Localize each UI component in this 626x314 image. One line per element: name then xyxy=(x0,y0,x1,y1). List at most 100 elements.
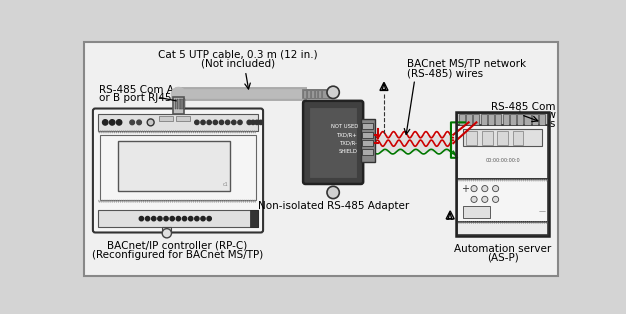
Bar xyxy=(362,149,373,155)
Text: port screw: port screw xyxy=(501,111,556,121)
Bar xyxy=(100,135,256,200)
Bar xyxy=(362,123,373,129)
Circle shape xyxy=(482,186,488,192)
Bar xyxy=(310,108,356,177)
Bar xyxy=(118,141,230,191)
Bar xyxy=(250,210,258,227)
Bar xyxy=(482,131,493,145)
Circle shape xyxy=(471,186,477,192)
Circle shape xyxy=(251,120,255,125)
Circle shape xyxy=(195,120,199,125)
Bar xyxy=(361,118,375,162)
Bar xyxy=(457,126,548,179)
Circle shape xyxy=(137,120,141,125)
Circle shape xyxy=(195,216,199,221)
Circle shape xyxy=(188,216,193,221)
Circle shape xyxy=(110,120,115,125)
Circle shape xyxy=(482,196,488,203)
Bar xyxy=(362,132,373,138)
Polygon shape xyxy=(446,211,454,219)
Circle shape xyxy=(139,216,143,221)
Bar xyxy=(488,114,494,125)
Circle shape xyxy=(247,120,252,125)
Bar xyxy=(481,114,487,125)
Bar xyxy=(362,140,373,146)
Text: NOT USED: NOT USED xyxy=(331,124,358,129)
Bar xyxy=(173,97,184,114)
Bar xyxy=(98,210,258,227)
Bar xyxy=(457,179,548,222)
Text: c1: c1 xyxy=(222,182,228,187)
Circle shape xyxy=(158,216,162,221)
Bar xyxy=(517,114,523,125)
Text: (AS-P): (AS-P) xyxy=(486,253,518,263)
Text: SHIELD: SHIELD xyxy=(339,149,358,154)
Bar xyxy=(463,206,490,218)
Text: TXD/R-: TXD/R- xyxy=(340,141,358,146)
Text: 00:00:00:00:0: 00:00:00:00:0 xyxy=(485,158,520,163)
Text: Non-isolated RS-485 Adapter: Non-isolated RS-485 Adapter xyxy=(257,201,409,211)
Bar xyxy=(98,114,258,131)
Circle shape xyxy=(151,216,156,221)
Text: +: + xyxy=(461,184,469,194)
Bar xyxy=(159,116,173,121)
Circle shape xyxy=(176,216,180,221)
Text: TXD/R+: TXD/R+ xyxy=(337,132,358,137)
Bar xyxy=(497,131,508,145)
Bar xyxy=(175,99,176,109)
Circle shape xyxy=(232,120,236,125)
Circle shape xyxy=(238,120,242,125)
Text: BACnet/IP controller (RP-C): BACnet/IP controller (RP-C) xyxy=(108,241,248,251)
Circle shape xyxy=(147,119,154,126)
Bar xyxy=(179,99,181,109)
Circle shape xyxy=(182,216,187,221)
Bar xyxy=(184,99,185,109)
Bar xyxy=(473,114,480,125)
Bar xyxy=(457,113,548,126)
Circle shape xyxy=(225,120,230,125)
Circle shape xyxy=(162,229,172,238)
Circle shape xyxy=(145,216,150,221)
Text: Automation server: Automation server xyxy=(454,244,551,254)
Bar xyxy=(375,135,453,152)
Circle shape xyxy=(207,216,212,221)
Circle shape xyxy=(207,120,212,125)
Bar xyxy=(495,114,501,125)
Bar xyxy=(525,114,531,125)
Circle shape xyxy=(170,216,175,221)
Text: or B port RJ45: or B port RJ45 xyxy=(99,93,172,103)
Bar xyxy=(466,114,472,125)
Text: RS-485 Com: RS-485 Com xyxy=(491,102,556,112)
Text: A: A xyxy=(447,213,453,222)
Bar xyxy=(513,131,523,145)
Circle shape xyxy=(219,120,223,125)
Circle shape xyxy=(201,120,205,125)
Bar xyxy=(510,114,516,125)
Circle shape xyxy=(201,216,205,221)
Bar xyxy=(539,114,545,125)
Text: A: A xyxy=(381,84,387,93)
Text: RS-485 Com A: RS-485 Com A xyxy=(99,85,174,95)
Circle shape xyxy=(255,120,259,125)
Bar xyxy=(459,114,465,125)
Circle shape xyxy=(103,120,108,125)
FancyBboxPatch shape xyxy=(93,109,263,232)
Circle shape xyxy=(116,120,122,125)
FancyBboxPatch shape xyxy=(303,101,363,184)
Polygon shape xyxy=(380,82,388,90)
Circle shape xyxy=(259,120,263,125)
Text: Cat 5 UTP cable, 0.3 m (12 in.): Cat 5 UTP cable, 0.3 m (12 in.) xyxy=(158,50,317,60)
Circle shape xyxy=(327,86,339,99)
Bar xyxy=(162,227,172,233)
Bar xyxy=(177,99,178,109)
Bar xyxy=(532,114,538,125)
Text: —: — xyxy=(538,209,545,215)
Text: (Reconfigured for BACnet MS/TP): (Reconfigured for BACnet MS/TP) xyxy=(92,250,263,260)
Bar xyxy=(463,129,542,146)
Bar xyxy=(457,222,548,235)
Circle shape xyxy=(213,120,217,125)
Circle shape xyxy=(327,186,339,199)
Bar xyxy=(182,99,183,109)
Circle shape xyxy=(471,196,477,203)
Bar xyxy=(503,114,509,125)
